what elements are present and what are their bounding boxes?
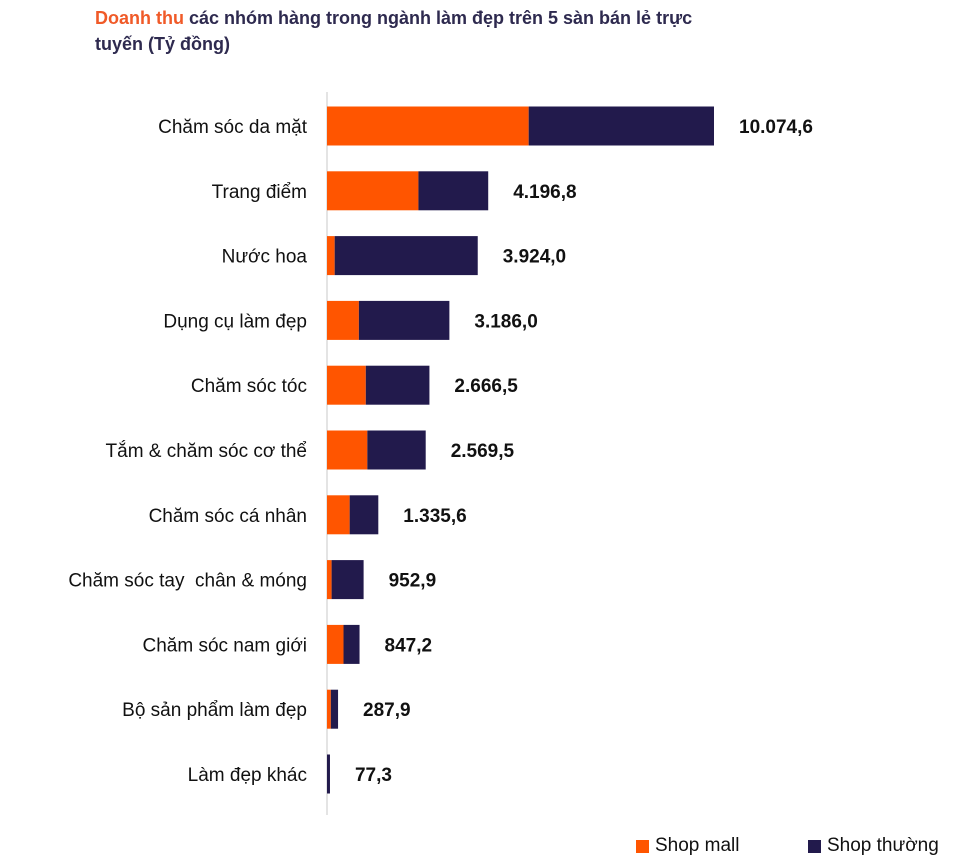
category-label-dung-cu-lam-dep: Dụng cụ làm đẹp (163, 311, 307, 332)
bar-shop-mall-cham-soc-tay-chan-mong (327, 560, 332, 600)
category-label-cham-soc-tay-chan-mong: Chăm sóc tay chân & móng (68, 571, 307, 592)
legend-swatch-shop-thuong (808, 839, 821, 853)
total-label-dung-cu-lam-dep: 3.186,0 (474, 311, 537, 332)
legend-item-shop-thuong: Shop thường (808, 835, 939, 857)
chart-title-rest: các nhóm hàng trong ngành làm đẹp trên 5… (95, 8, 693, 54)
bar-shop-thuong-dung-cu-lam-dep (358, 300, 450, 340)
bar-shop-mall-trang-diem (327, 171, 419, 211)
chart-legend: Shop mall Shop thường (0, 835, 959, 861)
bar-shop-mall-cham-soc-toc (327, 365, 366, 405)
category-label-nuoc-hoa: Nước hoa (222, 247, 308, 268)
bar-shop-thuong-trang-diem (418, 171, 489, 211)
bar-shop-thuong-cham-soc-toc (365, 365, 430, 405)
bar-shop-thuong-tam-cham-soc-co-the (367, 430, 426, 470)
chart-title: Doanh thu các nhóm hàng trong ngành làm … (95, 5, 735, 57)
bar-shop-thuong-bo-san-pham-lam-dep (330, 689, 339, 729)
bar-shop-thuong-cham-soc-tay-chan-mong (331, 560, 364, 600)
total-label-cham-soc-nam-gioi: 847,2 (385, 635, 433, 656)
total-label-cham-soc-tay-chan-mong: 952,9 (389, 571, 437, 592)
bar-shop-thuong-cham-soc-nam-gioi (343, 624, 360, 664)
total-label-bo-san-pham-lam-dep: 287,9 (363, 700, 411, 721)
bar-shop-thuong-cham-soc-ca-nhan (349, 495, 379, 535)
category-label-cham-soc-toc: Chăm sóc tóc (191, 376, 307, 397)
total-label-nuoc-hoa: 3.924,0 (503, 247, 566, 268)
bar-shop-thuong-nuoc-hoa (334, 236, 478, 276)
category-label-bo-san-pham-lam-dep: Bộ sản phẩm làm đẹp (122, 700, 307, 721)
total-label-tam-cham-soc-co-the: 2.569,5 (451, 441, 515, 462)
category-label-lam-dep-khac: Làm đẹp khác (188, 765, 307, 786)
bar-shop-mall-cham-soc-da-mat (327, 106, 529, 146)
total-label-trang-diem: 4.196,8 (513, 182, 576, 203)
bar-shop-mall-cham-soc-ca-nhan (327, 495, 350, 535)
legend-label-shop-thuong: Shop thường (827, 835, 939, 856)
legend-label-shop-mall: Shop mall (655, 835, 740, 856)
bar-shop-mall-bo-san-pham-lam-dep (327, 689, 331, 729)
total-label-cham-soc-toc: 2.666,5 (454, 376, 518, 397)
category-label-cham-soc-nam-gioi: Chăm sóc nam giới (142, 635, 307, 656)
total-label-cham-soc-ca-nhan: 1.335,6 (403, 506, 466, 527)
category-label-trang-diem: Trang điểm (212, 182, 307, 203)
category-label-cham-soc-ca-nhan: Chăm sóc cá nhân (149, 506, 307, 527)
total-label-cham-soc-da-mat: 10.074,6 (739, 117, 813, 138)
category-label-tam-cham-soc-co-the: Tắm & chăm sóc cơ thể (106, 440, 307, 462)
bar-shop-mall-nuoc-hoa (327, 236, 335, 276)
bar-shop-mall-cham-soc-nam-gioi (327, 624, 344, 664)
bar-shop-thuong-cham-soc-da-mat (528, 106, 714, 146)
legend-item-shop-mall: Shop mall (636, 835, 740, 857)
bar-shop-mall-dung-cu-lam-dep (327, 300, 359, 340)
legend-swatch-shop-mall (636, 839, 649, 853)
total-label-lam-dep-khac: 77,3 (355, 765, 392, 786)
bar-shop-mall-tam-cham-soc-co-the (327, 430, 368, 470)
category-label-cham-soc-da-mat: Chăm sóc da mặt (158, 117, 308, 138)
chart-title-highlight: Doanh thu (95, 8, 184, 28)
bar-shop-thuong-lam-dep-khac (327, 754, 330, 794)
